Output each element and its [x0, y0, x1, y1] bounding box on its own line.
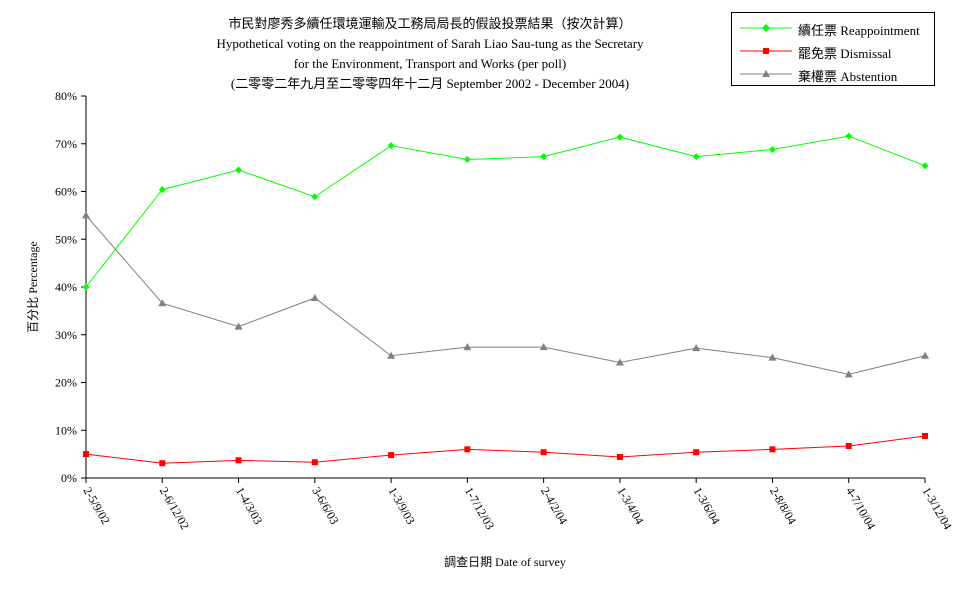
- data-point: [769, 446, 776, 453]
- x-tick-label: 1-3/12/04: [919, 485, 954, 532]
- y-tick-label: 70%: [55, 137, 77, 151]
- data-point: [692, 153, 700, 161]
- data-point: [311, 459, 318, 466]
- x-axis-label: 調查日期 Date of survey: [444, 555, 566, 569]
- data-point: [82, 211, 90, 219]
- square-marker-icon: [740, 48, 792, 54]
- data-point: [235, 166, 243, 174]
- series-2: [82, 211, 929, 378]
- data-point: [387, 142, 395, 150]
- data-point: [616, 133, 624, 141]
- data-point: [845, 132, 853, 140]
- x-tick-label: 2-4/2/04: [538, 485, 570, 527]
- legend-item-dismissal: 罷免票 Dismissal: [732, 41, 934, 61]
- data-point: [463, 156, 471, 164]
- data-point: [844, 370, 853, 378]
- data-point: [158, 186, 166, 194]
- x-tick-label: 1-3/9/03: [385, 485, 417, 527]
- y-tick-label: 60%: [55, 185, 77, 199]
- data-point: [159, 460, 166, 467]
- data-point: [464, 446, 471, 453]
- series-line: [85, 435, 926, 464]
- legend-label: 棄權票 Abstention: [798, 69, 898, 84]
- data-point: [158, 299, 167, 307]
- data-point: [616, 453, 623, 460]
- series-0: [82, 132, 929, 291]
- data-point: [463, 343, 472, 351]
- data-point: [540, 449, 547, 456]
- x-tick-label: 3-6/6/03: [309, 485, 341, 527]
- data-point: [388, 452, 395, 459]
- x-tick-label: 1-3/4/04: [614, 485, 646, 527]
- y-tick-label: 80%: [55, 89, 77, 103]
- x-tick-label: 2-5/9/02: [80, 485, 112, 527]
- series-line: [85, 215, 926, 375]
- triangle-marker-icon: [740, 70, 792, 77]
- y-tick-label: 0%: [61, 471, 77, 485]
- data-point: [83, 451, 89, 458]
- x-tick-label: 2-8/8/04: [767, 485, 799, 527]
- y-tick-label: 30%: [55, 328, 77, 342]
- data-point: [693, 449, 700, 456]
- x-tick-label: 2-6/12/02: [157, 485, 192, 532]
- x-tick-label: 1-4/3/03: [233, 485, 265, 527]
- data-point: [310, 293, 319, 301]
- legend-item-abstention: 棄權票 Abstention: [732, 64, 934, 84]
- legend-label: 續任票 Reappointment: [798, 23, 920, 38]
- data-point: [615, 358, 624, 366]
- y-tick-label: 50%: [55, 232, 77, 246]
- x-tick-label: 1-7/12/03: [462, 485, 497, 532]
- data-point: [768, 145, 776, 153]
- chart-axes: 0% 10% 20% 30% 40% 50% 60% 70% 80% 2-5/9/02 2-6/12…: [55, 89, 955, 532]
- data-point: [311, 193, 319, 201]
- legend-item-reappointment: 續任票 Reappointment: [732, 18, 934, 38]
- chart-legend: 續任票 Reappointment 罷免票 Dismissal 棄權票 Abst…: [731, 12, 935, 86]
- diamond-marker-icon: [740, 24, 792, 32]
- chart-title-line: Hypothetical voting on the reappointment…: [216, 36, 644, 51]
- data-point: [82, 283, 90, 291]
- y-tick-label: 40%: [55, 280, 77, 294]
- y-axis-label: 百分比 Percentage: [26, 241, 40, 333]
- data-point: [922, 432, 928, 439]
- x-tick-label: 1-3/6/04: [691, 485, 723, 527]
- data-point: [235, 457, 242, 464]
- data-point: [539, 343, 548, 351]
- data-point: [768, 353, 777, 361]
- chart-title-line: for the Environment, Transport and Works…: [293, 56, 567, 71]
- data-point: [387, 351, 396, 359]
- x-tick-label: 4-7/10/04: [843, 485, 878, 532]
- data-point: [921, 351, 929, 359]
- legend-label: 罷免票 Dismissal: [798, 46, 892, 61]
- data-point: [921, 162, 929, 170]
- chart-title-line: (二零零二年九月至二零零四年十二月 September 2002 - Decem…: [230, 76, 630, 91]
- series-1: [83, 432, 928, 467]
- chart-title-line: 市民對廖秀多續任環境運輸及工務局局長的假設投票結果（按次計算）: [228, 16, 632, 31]
- data-point: [845, 443, 852, 450]
- data-point: [234, 322, 243, 330]
- chart-title: 市民對廖秀多續任環境運輸及工務局局長的假設投票結果（按次計算） Hypothet…: [130, 14, 730, 94]
- y-tick-label: 20%: [55, 376, 77, 390]
- y-tick-label: 10%: [55, 423, 77, 437]
- chart-series-layer: [82, 132, 929, 467]
- data-point: [692, 344, 701, 352]
- data-point: [540, 153, 548, 161]
- series-line: [85, 135, 926, 288]
